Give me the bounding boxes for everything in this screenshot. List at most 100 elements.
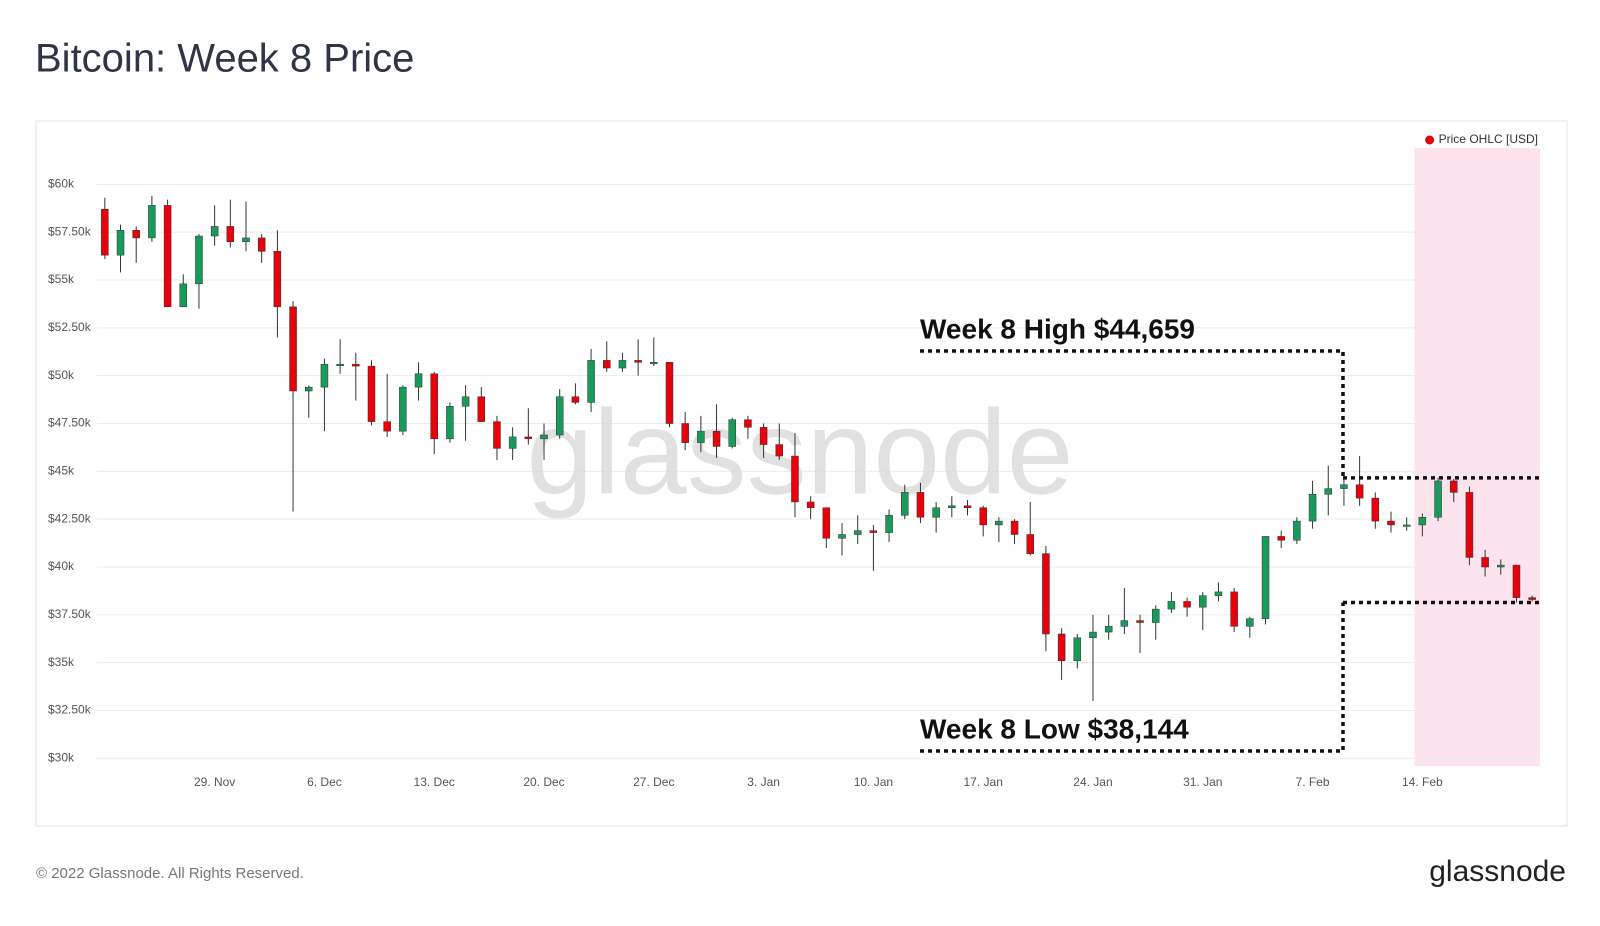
- candle-body: [838, 534, 846, 539]
- y-tick-label: $47.50k: [48, 416, 92, 430]
- candle-body: [352, 363, 360, 367]
- candle-body: [948, 505, 956, 508]
- y-tick-label: $30k: [48, 751, 75, 765]
- candle-body: [1010, 520, 1019, 535]
- candle-body: [1293, 520, 1301, 541]
- candle-body: [493, 421, 501, 449]
- candle-body: [446, 406, 454, 440]
- x-tick-label: 24. Jan: [1073, 775, 1112, 789]
- x-tick-label: 10. Jan: [854, 775, 893, 789]
- y-tick-label: $40k: [48, 559, 75, 573]
- candle-body: [1167, 601, 1176, 610]
- candle-body: [195, 235, 203, 285]
- candle-body: [1089, 631, 1097, 639]
- candle-body: [1387, 520, 1395, 526]
- candle-body: [116, 230, 125, 256]
- candle-body: [1497, 564, 1505, 568]
- candle-body: [179, 283, 188, 308]
- candle-body: [1277, 536, 1285, 541]
- candle-body: [1402, 524, 1411, 527]
- candle-body: [822, 507, 831, 539]
- footer: © 2022 Glassnode. All Rights Reserved.: [36, 865, 304, 882]
- candle-body: [1246, 618, 1254, 627]
- candle-body: [1151, 608, 1160, 623]
- candle-body: [853, 530, 862, 535]
- candle-body: [226, 226, 235, 243]
- candle-body: [336, 363, 344, 366]
- annotation-label: Week 8 Low $38,144: [920, 713, 1189, 744]
- candle-body: [1340, 484, 1348, 489]
- candle-body: [148, 205, 156, 239]
- candle-body: [1465, 492, 1474, 558]
- highlight-region: [1414, 148, 1540, 766]
- candle-body: [681, 423, 689, 443]
- x-tick-label: 17. Jan: [964, 775, 1003, 789]
- candle-body: [1214, 591, 1223, 596]
- candle-body: [775, 444, 784, 457]
- candle-body: [634, 360, 642, 363]
- candle-body: [650, 362, 658, 365]
- y-tick-label: $60k: [48, 177, 75, 191]
- candle-body: [210, 226, 219, 237]
- x-tick-label: 14. Feb: [1402, 775, 1443, 789]
- candle-body: [304, 386, 313, 392]
- annotation-bracket: [920, 602, 1345, 753]
- candle-body: [461, 396, 470, 407]
- candle-body: [995, 520, 1003, 526]
- candle-body: [806, 501, 815, 508]
- x-tick-label: 7. Feb: [1296, 775, 1330, 789]
- x-tick-label: 13. Dec: [414, 775, 455, 789]
- candle-body: [618, 360, 627, 369]
- candle-body: [1449, 480, 1458, 493]
- candle-body: [414, 373, 423, 388]
- annotation-bracket: [920, 349, 1345, 478]
- y-tick-label: $35k: [48, 655, 75, 669]
- candle-body: [1371, 497, 1380, 522]
- candle-body: [979, 507, 987, 526]
- candle-body: [257, 237, 266, 252]
- candle-body: [555, 396, 564, 436]
- y-tick-label: $45k: [48, 464, 75, 478]
- candle-body: [1183, 601, 1191, 608]
- candle-body: [524, 436, 533, 440]
- candle-body: [163, 205, 172, 308]
- candle-body: [1104, 626, 1113, 633]
- candle-body: [1042, 553, 1050, 635]
- candle-body: [132, 230, 140, 239]
- x-tick-label: 27. Dec: [633, 775, 674, 789]
- chart-panel: [35, 120, 1568, 827]
- candle-body: [289, 306, 297, 392]
- candle-body: [1418, 517, 1427, 526]
- candle-body: [399, 386, 407, 432]
- candle-body: [430, 373, 438, 440]
- candle-body: [1199, 595, 1207, 608]
- candle-body: [728, 419, 736, 447]
- x-tick-label: 29. Nov: [194, 775, 235, 789]
- candle-body: [869, 530, 878, 533]
- candle-body: [885, 515, 893, 533]
- candle-body: [1512, 564, 1521, 598]
- candle-body: [665, 362, 674, 424]
- x-tick-label: 3. Jan: [747, 775, 780, 789]
- y-tick-label: $37.50k: [48, 607, 92, 621]
- watermark: glassnode: [526, 386, 1073, 520]
- candle-body: [383, 421, 391, 432]
- candle-body: [712, 430, 721, 447]
- candle-body: [603, 360, 611, 369]
- candle-body: [963, 505, 972, 508]
- candle-body: [791, 455, 799, 503]
- candle-body: [508, 436, 517, 449]
- candle-body: [1308, 494, 1317, 522]
- annotation-label: Week 8 High $44,659: [920, 313, 1195, 344]
- candle-body: [759, 427, 768, 445]
- logo: glassnode: [1429, 855, 1566, 888]
- candle-body: [1481, 557, 1489, 568]
- y-tick-label: $57.50k: [48, 224, 92, 238]
- y-tick-label: $42.50k: [48, 511, 92, 525]
- candle-body: [697, 430, 705, 443]
- candle-body: [1026, 534, 1034, 554]
- candle-body: [1355, 484, 1364, 499]
- candle-body: [901, 492, 909, 516]
